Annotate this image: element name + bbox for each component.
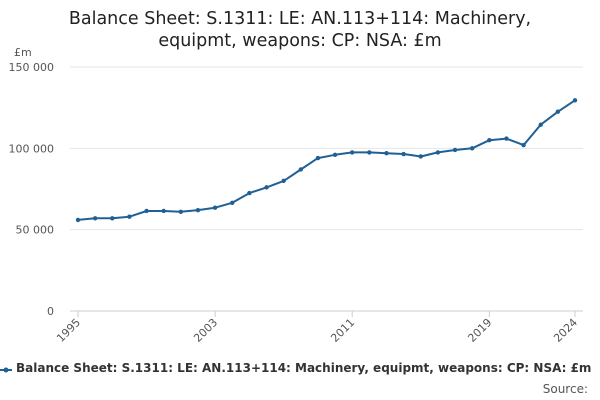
data-point [538, 122, 543, 127]
y-axis-ticks: 0 50 000 100 000 150 000 [9, 61, 55, 318]
data-point [144, 208, 149, 214]
data-point [384, 151, 389, 156]
series-line [77, 99, 576, 221]
data-point [367, 150, 372, 155]
data-point [572, 98, 578, 103]
chart-title-line-1: Balance Sheet: S.1311: LE: AN.113+114: M… [68, 9, 532, 29]
y-axis-unit-label: £m [14, 46, 32, 59]
data-point [469, 146, 475, 151]
data-point [332, 152, 338, 158]
data-point [230, 200, 235, 206]
data-point [315, 155, 321, 161]
data-point [281, 178, 286, 184]
x-axis: 1995 2003 2011 2019 2024 [54, 310, 583, 345]
data-series [75, 98, 578, 223]
x-tick-label: 1995 [54, 316, 83, 345]
data-point [110, 216, 115, 221]
x-tick-label: 2019 [465, 316, 494, 345]
source-label: Source: [542, 382, 588, 396]
x-tick-label: 2003 [191, 316, 220, 345]
data-point [487, 138, 492, 143]
data-point [350, 150, 355, 155]
data-point [435, 150, 441, 155]
data-point [521, 142, 526, 148]
data-point [195, 207, 201, 213]
data-point [178, 209, 184, 214]
y-tick-label: 50 000 [16, 224, 55, 237]
data-point [504, 136, 509, 141]
data-point [75, 217, 81, 223]
y-tick-label: 150 000 [9, 61, 55, 74]
y-tick-label: 100 000 [9, 142, 55, 155]
data-point [247, 190, 252, 196]
legend: Balance Sheet: S.1311: LE: AN.113+114: M… [0, 358, 600, 382]
data-point [555, 109, 561, 114]
data-point [298, 167, 303, 172]
data-point [92, 216, 98, 221]
legend-label: Balance Sheet: S.1311: LE: AN.113+114: M… [16, 361, 592, 375]
data-point [161, 208, 166, 214]
legend-swatch [0, 367, 12, 373]
data-point [418, 154, 423, 159]
chart-title: Balance Sheet: S.1311: LE: AN.113+114: M… [0, 8, 600, 52]
data-point [212, 205, 218, 210]
data-point [127, 214, 132, 219]
gridlines [70, 66, 583, 231]
data-point [452, 147, 458, 153]
y-tick-label: 0 [47, 305, 54, 318]
data-point [264, 185, 269, 190]
chart-title-line-2: equipmt, weapons: CP: NSA: £m [158, 31, 442, 51]
data-point [401, 151, 406, 157]
x-tick-label: 2011 [328, 316, 357, 345]
x-tick-label: 2024 [551, 316, 580, 345]
